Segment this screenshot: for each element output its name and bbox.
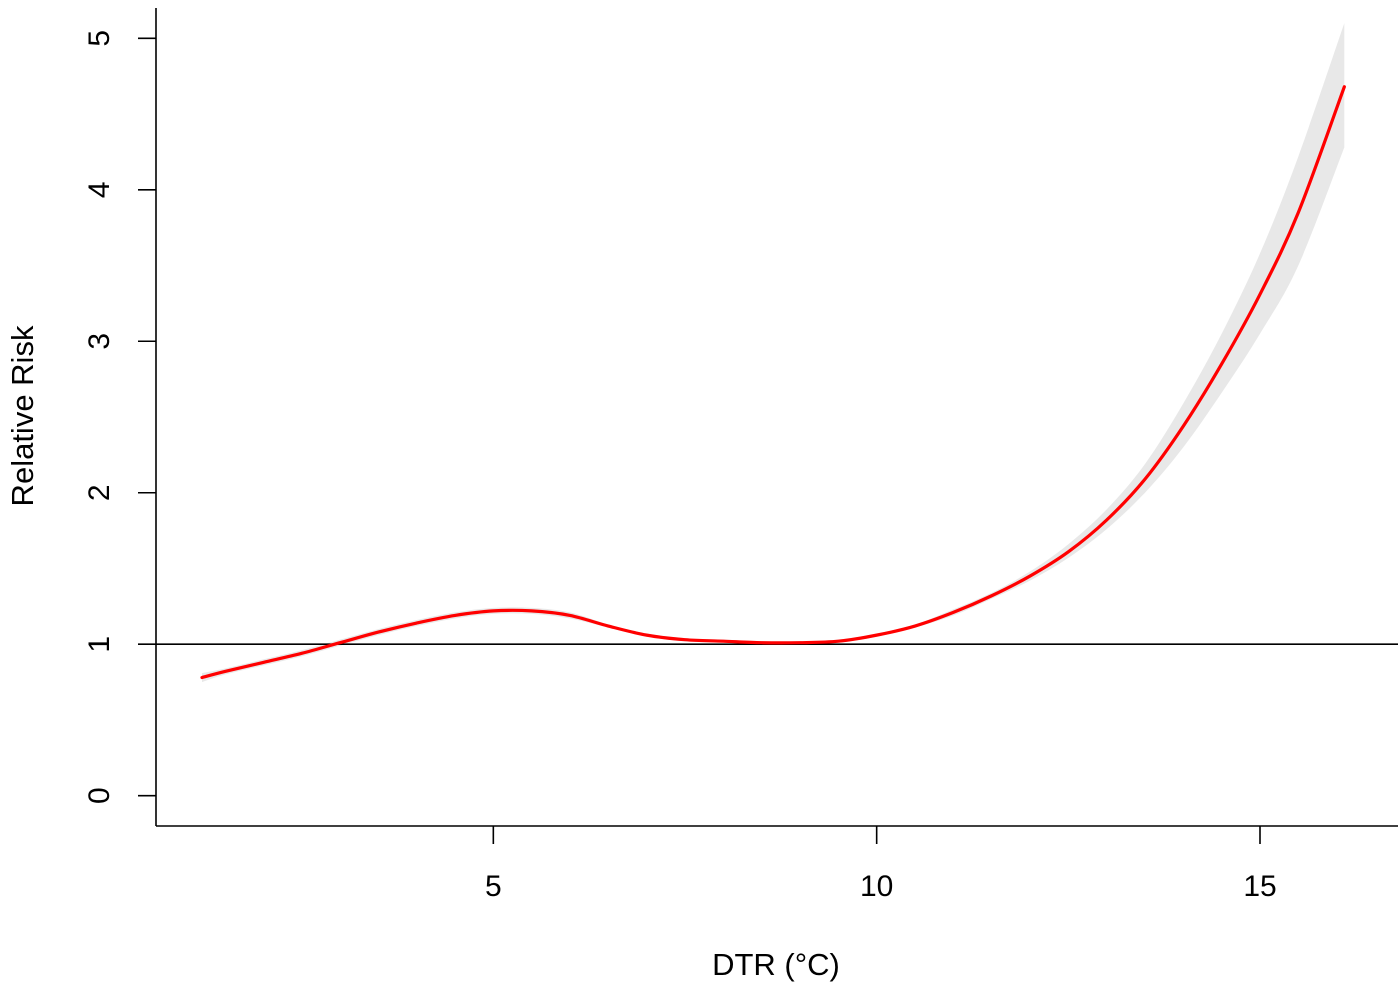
relative-risk-curve	[200, 85, 1346, 680]
series-line-layer	[200, 85, 1346, 680]
x-tick-label: 5	[485, 870, 502, 903]
confidence-band-layer	[202, 23, 1345, 683]
x-tick-label: 10	[860, 870, 893, 903]
tick-labels-layer: 0 1 2 3 4 5 5 10 15	[83, 30, 1277, 903]
axes-layer	[138, 8, 1398, 844]
y-tick-label: 1	[83, 636, 116, 653]
y-tick-label: 3	[83, 333, 116, 350]
x-axis-title: DTR (°C)	[712, 947, 840, 982]
y-tick-label: 4	[83, 181, 116, 198]
x-tick-label: 15	[1243, 870, 1276, 903]
y-tick-label: 0	[83, 787, 116, 804]
y-axis-title: Relative Risk	[5, 325, 40, 506]
confidence-band	[202, 23, 1345, 683]
y-tick-label: 5	[83, 30, 116, 47]
y-tick-label: 2	[83, 484, 116, 501]
